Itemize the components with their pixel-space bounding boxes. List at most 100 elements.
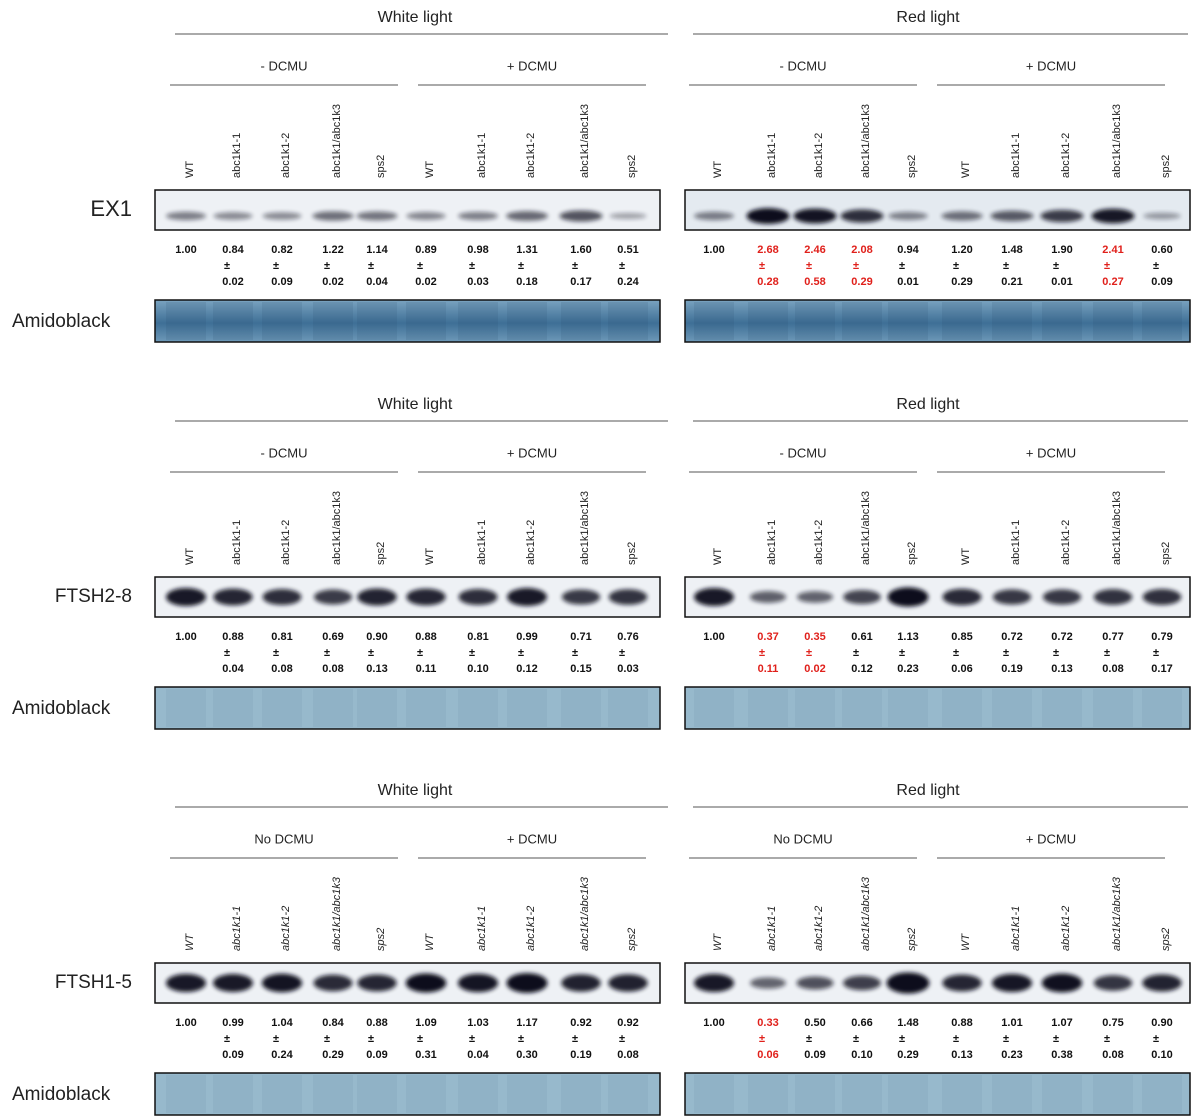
amidoblack-lane (992, 302, 1032, 340)
lane-label: abc1k1-2 (525, 133, 537, 178)
quant-mean: 1.03 (467, 1017, 488, 1029)
lane-label: abc1k1-2 (813, 520, 825, 565)
band (459, 589, 498, 605)
loading-label: Amidoblack (12, 698, 111, 719)
quant-mean: 1.17 (516, 1017, 537, 1029)
quant-plus-minus: ± (1003, 1033, 1009, 1045)
quant-mean: 0.90 (1151, 1017, 1172, 1029)
band (1143, 213, 1181, 220)
lane-label: sps2 (1160, 155, 1172, 178)
band (694, 212, 734, 220)
lane-label: WT (960, 161, 972, 178)
quant-plus-minus: ± (1153, 647, 1159, 659)
quant-plus-minus: ± (572, 260, 578, 272)
band (166, 588, 206, 606)
figure: EX1AmidoblackWhite light- DCMU+ DCMUWT1.… (0, 0, 1196, 1119)
quant-sd: 0.08 (1102, 663, 1123, 675)
band (1094, 589, 1133, 605)
quant-sd: 0.09 (222, 1049, 243, 1061)
quant-mean: 0.99 (516, 631, 537, 643)
quant-mean: 1.14 (366, 244, 388, 256)
quant-mean: 0.61 (851, 631, 872, 643)
lane-label: sps2 (906, 542, 918, 565)
band (406, 212, 445, 220)
lane-label: abc1k1/abc1k3 (331, 491, 343, 565)
quant-mean: 0.50 (804, 1017, 825, 1029)
quant-plus-minus: ± (1104, 260, 1110, 272)
quant-plus-minus: ± (368, 647, 374, 659)
quant-mean: 0.81 (271, 631, 292, 643)
band (312, 211, 353, 220)
quant-mean: 1.04 (271, 1017, 293, 1029)
lane-label: sps2 (375, 542, 387, 565)
quant-sd: 0.01 (1051, 276, 1072, 288)
quant-sd: 0.09 (271, 276, 292, 288)
quant-plus-minus: ± (469, 260, 475, 272)
band (562, 589, 600, 604)
lane-label: WT (424, 933, 436, 951)
condition-label: - DCMU (780, 58, 827, 73)
band (506, 211, 548, 221)
quant-sd: 0.02 (415, 276, 436, 288)
quant-mean: 1.00 (703, 631, 724, 643)
quant-mean: 0.33 (757, 1017, 778, 1029)
band (887, 973, 930, 994)
quant-plus-minus: ± (417, 260, 423, 272)
lane-label: abc1k1-2 (813, 906, 825, 951)
light-title: Red light (896, 782, 960, 799)
quant-plus-minus: ± (417, 1033, 423, 1045)
lane-label: abc1k1/abc1k3 (579, 491, 591, 565)
band (888, 212, 928, 220)
quant-sd: 0.01 (897, 276, 918, 288)
band (213, 589, 252, 606)
quant-sd: 0.02 (804, 663, 825, 675)
band (794, 209, 837, 224)
lane-label: abc1k1/abc1k3 (860, 491, 872, 565)
quant-plus-minus: ± (324, 1033, 330, 1045)
lane-label: WT (184, 161, 196, 178)
quant-plus-minus: ± (469, 1033, 475, 1045)
band (506, 973, 547, 993)
quant-plus-minus: ± (953, 1033, 959, 1045)
quant-mean: 1.31 (516, 244, 537, 256)
condition-label: - DCMU (780, 445, 827, 460)
lane-label: abc1k1/abc1k3 (1111, 104, 1123, 178)
amidoblack-lane (406, 302, 446, 340)
lane-label: abc1k1/abc1k3 (860, 876, 872, 951)
amidoblack-lane (313, 1075, 353, 1113)
amidoblack-lane (213, 1075, 253, 1113)
amidoblack-lane (357, 689, 397, 727)
amidoblack-lane (1142, 302, 1182, 340)
amidoblack-lane (694, 1075, 734, 1113)
band (942, 589, 981, 606)
quant-sd: 0.10 (851, 1049, 872, 1061)
band (263, 212, 302, 220)
quant-plus-minus: ± (1053, 260, 1059, 272)
quant-sd: 0.21 (1001, 276, 1022, 288)
quant-mean: 0.35 (804, 631, 825, 643)
quant-mean: 0.84 (222, 244, 244, 256)
lane-label: abc1k1-1 (476, 520, 488, 565)
quant-plus-minus: ± (1153, 1033, 1159, 1045)
quant-plus-minus: ± (518, 1033, 524, 1045)
quant-plus-minus: ± (572, 1033, 578, 1045)
quant-mean: 0.76 (617, 631, 638, 643)
lane-label: abc1k1-1 (231, 520, 243, 565)
quant-sd: 0.31 (415, 1049, 436, 1061)
quant-mean: 0.84 (322, 1017, 344, 1029)
quant-plus-minus: ± (899, 647, 905, 659)
amidoblack-lane (694, 689, 734, 727)
amidoblack-lane (1093, 1075, 1133, 1113)
lane-label: sps2 (375, 155, 387, 178)
band (458, 974, 498, 992)
amidoblack-lane (313, 302, 353, 340)
amidoblack-lane (507, 302, 547, 340)
quant-sd: 0.08 (1102, 1049, 1123, 1061)
quant-sd: 0.30 (516, 1049, 537, 1061)
quant-mean: 1.00 (703, 244, 724, 256)
amidoblack-lane (888, 1075, 928, 1113)
quant-plus-minus: ± (853, 260, 859, 272)
quant-mean: 1.00 (175, 631, 196, 643)
amidoblack-lane (166, 689, 206, 727)
amidoblack-lane (842, 1075, 882, 1113)
